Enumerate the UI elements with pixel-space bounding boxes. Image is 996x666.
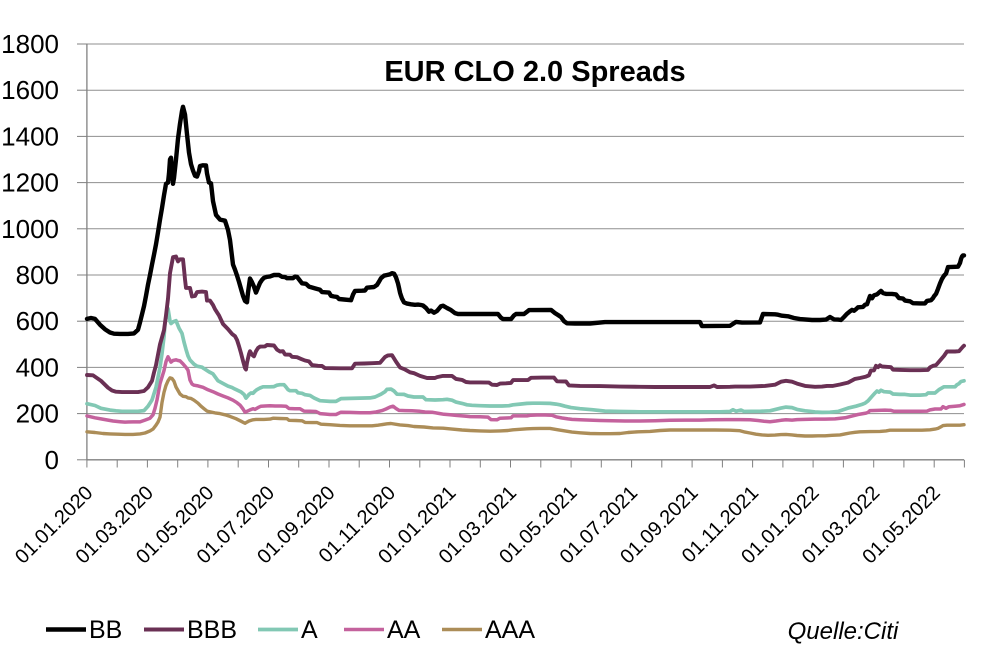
svg-text:600: 600 — [16, 306, 59, 336]
svg-text:BB: BB — [89, 616, 122, 644]
svg-text:BBB: BBB — [187, 616, 237, 644]
svg-text:800: 800 — [16, 260, 59, 290]
svg-text:1600: 1600 — [1, 75, 59, 105]
svg-text:1200: 1200 — [1, 168, 59, 198]
svg-text:0: 0 — [45, 445, 59, 475]
svg-text:1800: 1800 — [1, 29, 59, 59]
svg-text:Quelle:Citi: Quelle:Citi — [788, 618, 899, 645]
svg-text:1400: 1400 — [1, 121, 59, 151]
svg-text:AAA: AAA — [485, 616, 535, 644]
svg-text:400: 400 — [16, 352, 59, 382]
svg-text:1000: 1000 — [1, 214, 59, 244]
svg-text:200: 200 — [16, 399, 59, 429]
svg-text:EUR CLO 2.0 Spreads: EUR CLO 2.0 Spreads — [384, 56, 685, 88]
svg-text:AA: AA — [387, 616, 421, 644]
svg-text:A: A — [301, 616, 318, 644]
